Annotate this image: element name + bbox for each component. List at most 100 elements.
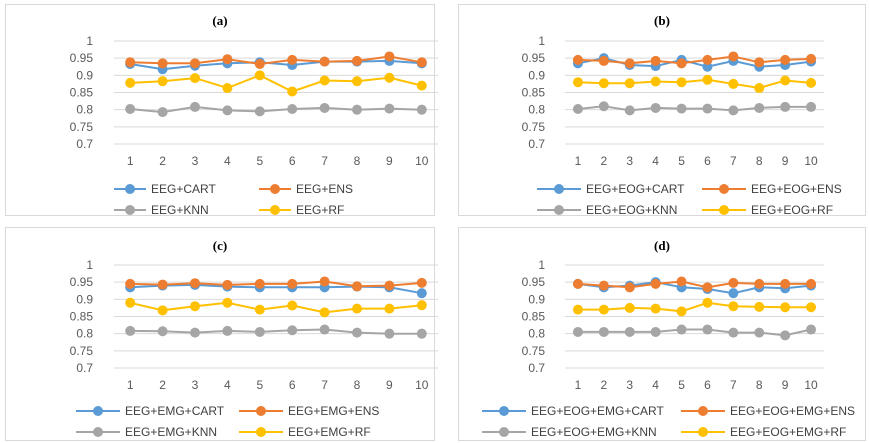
- chart-panel-b: (b) 1 0.95 0.9 0.85 0.8 0.75 0.7 1 2 3 4 5 6 7 8 9 10 EEG…: [458, 4, 866, 217]
- legend: EEG+EOG+CART EEG+EOG+ENS EEG+EOG+KNN EEG+EO…: [537, 182, 842, 217]
- data-point: [157, 76, 168, 87]
- data-point: [754, 301, 765, 312]
- x-tick-label: 2: [601, 378, 608, 392]
- data-point: [806, 324, 817, 335]
- data-point: [319, 324, 330, 335]
- x-tick-label: 6: [289, 378, 296, 392]
- x-tick-label: 6: [704, 154, 711, 168]
- legend: EEG+EOG+EMG+CART EEG+EOG+EMG+ENS EEG+EOG+E…: [482, 404, 855, 439]
- y-tick-label: 0.9: [528, 68, 545, 82]
- data-point: [125, 103, 136, 114]
- y-tick-label: 1: [538, 258, 545, 272]
- y-tick-label: 0.9: [76, 68, 93, 82]
- data-point: [416, 277, 427, 288]
- data-point: [254, 304, 265, 315]
- gridlines: [114, 264, 438, 369]
- legend-marker: [698, 406, 708, 416]
- data-point: [287, 86, 298, 97]
- series-eeg-eog-rf: [572, 74, 817, 94]
- legend-label: EEG+EMG+RF: [288, 425, 371, 439]
- legend-marker: [554, 205, 564, 215]
- line-chart-d: 1 0.95 0.9 0.85 0.8 0.75 0.7 1 2 3 4 5 6 7 8 9 10 EEG+EOG…: [482, 258, 855, 439]
- legend-label: EEG+EOG+EMG+ENS: [730, 404, 855, 418]
- series-eeg-eog-knn: [572, 101, 817, 116]
- data-point: [702, 54, 713, 65]
- data-point: [287, 325, 298, 336]
- legend-label: EEG+EOG+EMG+CART: [531, 404, 664, 418]
- y-tick-label: 0.95: [522, 51, 546, 65]
- legend-label: EEG+EOG+ENS: [751, 182, 842, 196]
- data-point: [650, 326, 661, 337]
- y-tick-label: 0.8: [528, 103, 545, 117]
- series-line: [130, 55, 422, 66]
- series-line: [130, 280, 422, 288]
- x-tick-label: 9: [782, 378, 789, 392]
- chart-panel-a: (a) 1 0.95 0.9 0.85 0.8 0.75 0.7 1 2 3 4 5 6 7 8 9 10 EEG…: [5, 4, 438, 217]
- series-eeg-emg-ens: [125, 276, 427, 292]
- x-tick-label: 10: [415, 154, 429, 168]
- data-point: [352, 281, 362, 292]
- data-point: [157, 279, 168, 290]
- legend-marker: [499, 406, 509, 416]
- series-eeg-knn: [125, 101, 427, 118]
- data-point: [650, 55, 661, 66]
- x-tick-label: 9: [386, 154, 393, 168]
- legend-label: EEG+EOG+EMG+RF: [730, 425, 846, 439]
- data-point: [125, 278, 136, 289]
- legend: EEG+CART EEG+ENS EEG+KNN EEG+RF: [114, 182, 353, 217]
- legend-marker: [719, 184, 729, 194]
- legend-label: EEG+EMG+CART: [125, 404, 225, 418]
- data-point: [352, 76, 362, 87]
- data-point: [416, 300, 427, 311]
- data-point: [728, 105, 739, 116]
- data-point: [384, 328, 395, 339]
- data-point: [676, 306, 687, 317]
- legend-label: EEG+ENS: [296, 182, 353, 196]
- x-tick-label: 3: [192, 154, 199, 168]
- data-point: [190, 278, 200, 289]
- legend-label: EEG+RF: [296, 203, 344, 217]
- data-point: [754, 102, 765, 113]
- chart-panel-c: (c) 1 0.95 0.9 0.85 0.8 0.75 0.7 1 2 3 4 5 6 7 8 9 10 EEG…: [5, 227, 438, 441]
- x-tick-label: 10: [804, 154, 818, 168]
- y-tick-label: 0.85: [70, 86, 94, 100]
- data-point: [598, 326, 609, 337]
- data-point: [125, 325, 136, 336]
- x-tick-label: 7: [730, 154, 737, 168]
- data-point: [754, 278, 765, 289]
- data-point: [222, 54, 233, 65]
- chart-title: (a): [212, 13, 228, 28]
- x-tick-label: 6: [289, 154, 296, 168]
- data-point: [319, 102, 330, 113]
- legend-label: EEG+EOG+RF: [751, 203, 833, 217]
- series-line: [130, 59, 422, 71]
- legend-marker: [93, 427, 103, 437]
- y-tick-label: 0.75: [70, 344, 94, 358]
- legend-label: EEG+CART: [151, 182, 216, 196]
- data-point: [384, 51, 395, 62]
- data-point: [754, 57, 765, 68]
- y-tick-label: 0.7: [76, 361, 93, 375]
- y-tick-label: 1: [86, 258, 93, 272]
- data-point: [754, 327, 765, 338]
- data-point: [190, 58, 200, 69]
- y-tick-label: 0.7: [528, 137, 545, 151]
- x-tick-label: 2: [601, 154, 608, 168]
- x-tick-label: 5: [256, 378, 263, 392]
- x-tick-label: 4: [224, 378, 231, 392]
- x-tick-label: 7: [321, 378, 328, 392]
- legend-label: EEG+EOG+KNN: [586, 203, 677, 217]
- data-point: [728, 78, 739, 89]
- legend-marker: [93, 406, 103, 416]
- data-point: [728, 301, 739, 312]
- data-point: [319, 56, 330, 67]
- x-tick-label: 4: [224, 154, 231, 168]
- series-eeg-ens: [125, 51, 427, 70]
- series-line: [129, 301, 422, 314]
- x-tick-label: 1: [127, 154, 134, 168]
- y-tick-label: 1: [86, 34, 93, 48]
- x-tick-label: 8: [354, 378, 361, 392]
- data-point: [572, 103, 583, 114]
- data-point: [352, 327, 362, 338]
- legend: EEG+EMG+CART EEG+EMG+ENS EEG+EMG+KNN EEG+EM…: [76, 404, 379, 439]
